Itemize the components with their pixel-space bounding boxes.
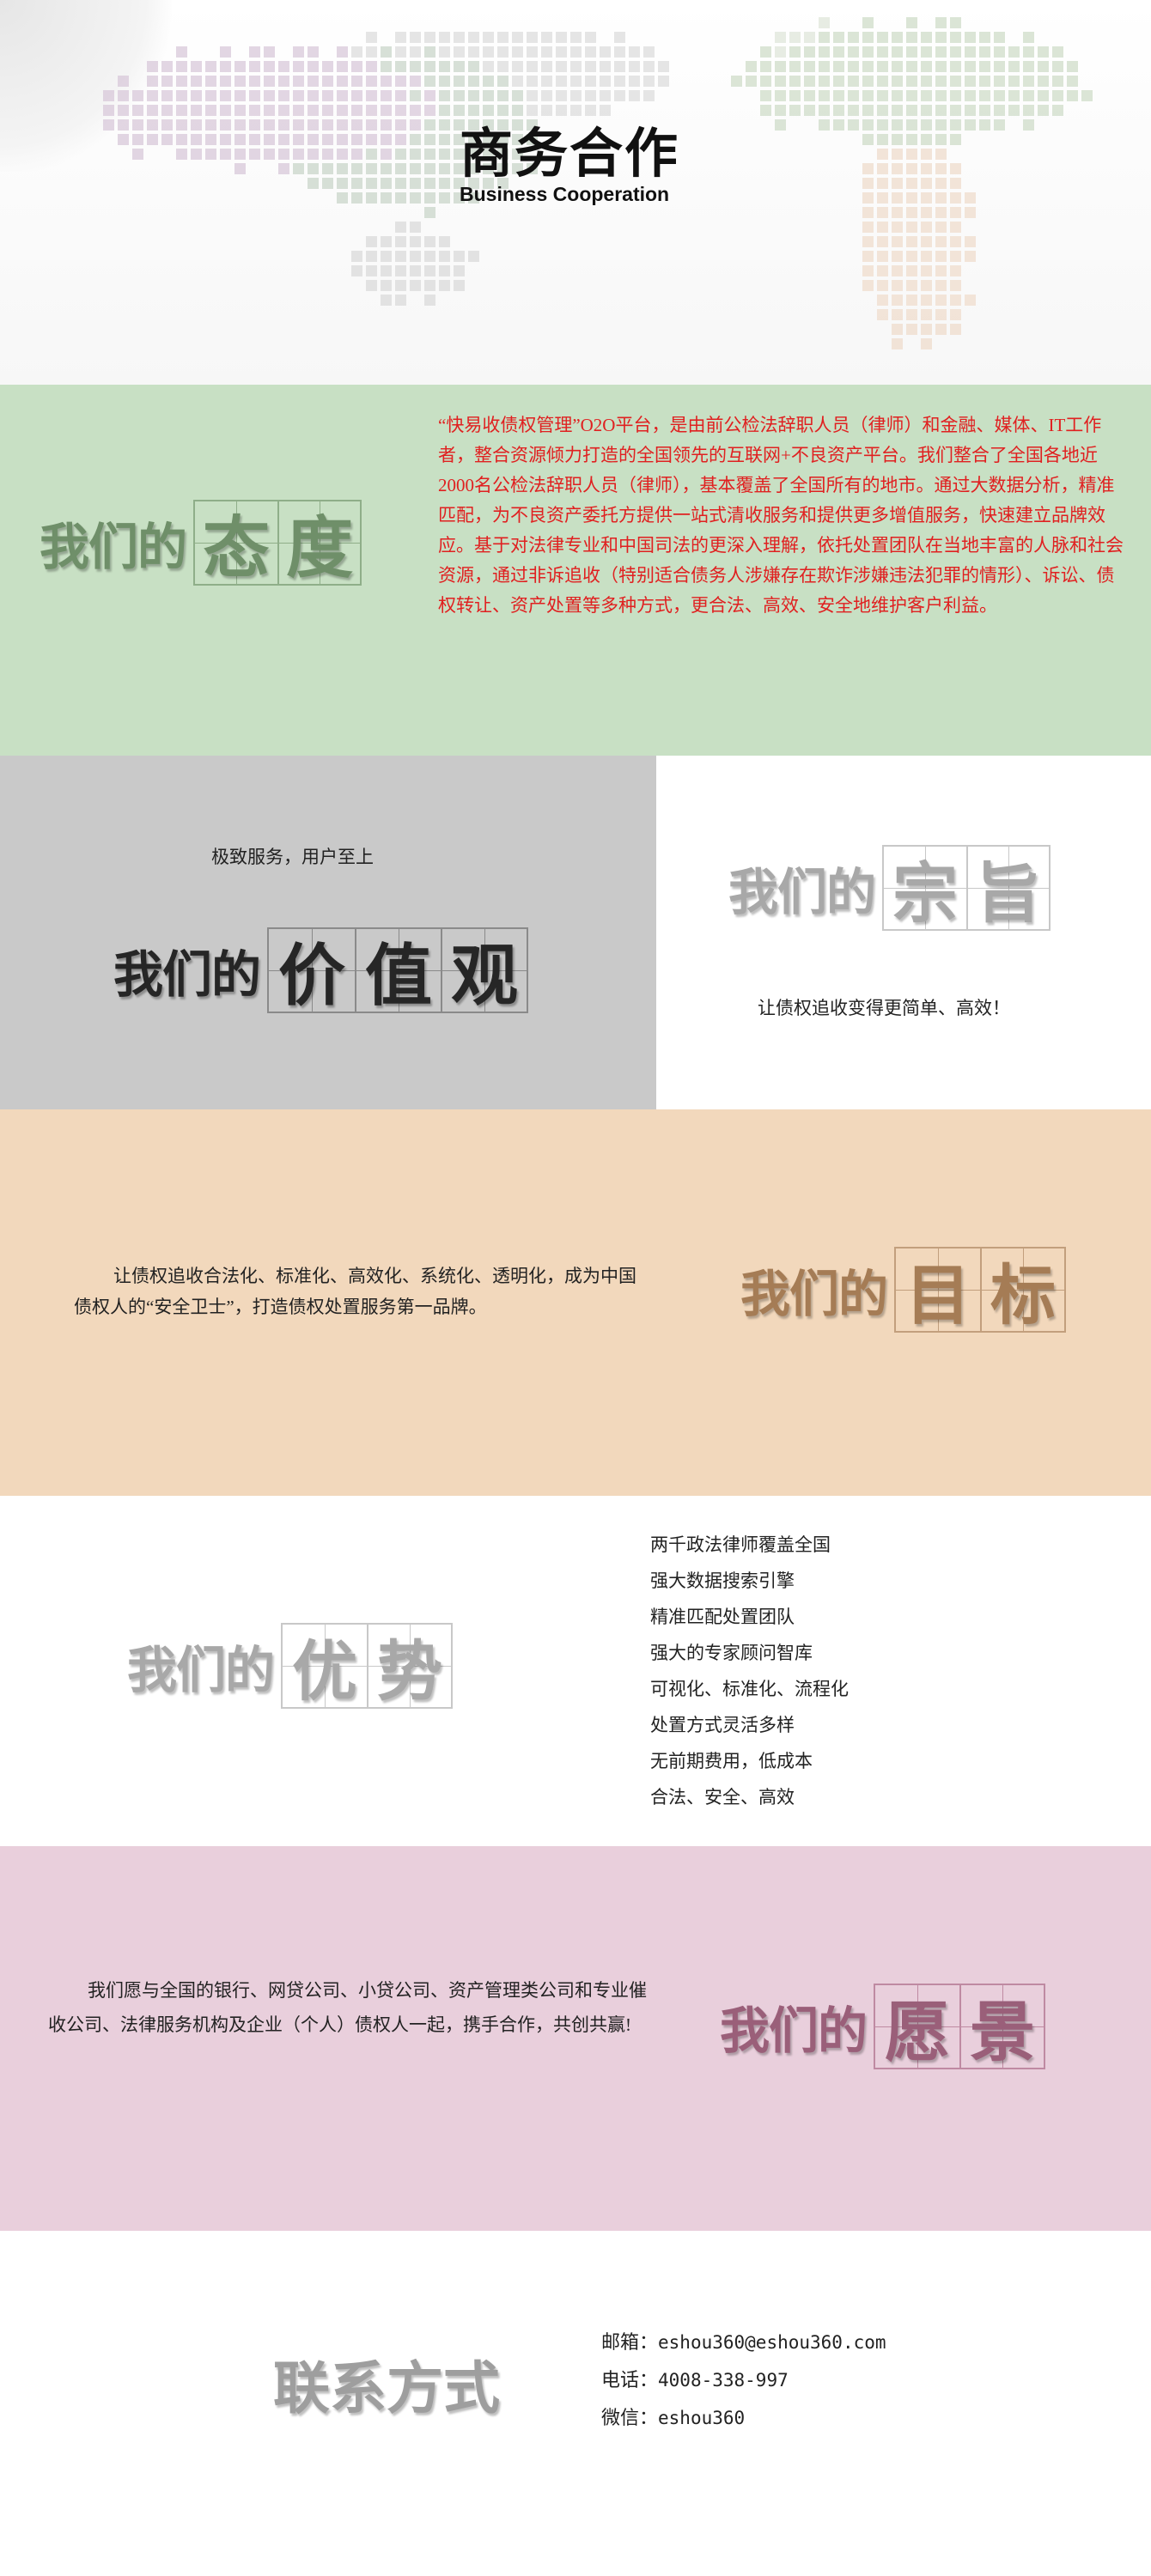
goal-heading: 我们的 目 标 (740, 1247, 1067, 1334)
list-item: 无前期费用，低成本 (650, 1751, 813, 1771)
advantage-list: 两千政法律师覆盖全国 强大数据搜索引擎 精准匹配处置团队 强大的专家顾问智库 可… (650, 1527, 849, 1815)
contact-title: 联系方式 (273, 2354, 500, 2421)
vision-description: 我们愿与全国的银行、网贷公司、小贷公司、资产管理类公司和专业催收公司、法律服务机… (48, 1980, 647, 2035)
heading-char-cell: 度 (277, 501, 361, 587)
heading-word-box: 目 标 (894, 1247, 1067, 1334)
heading-word-box: 价 值 观 (267, 927, 529, 1015)
attitude-heading: 我们的 态 度 (40, 500, 362, 587)
purpose-heading: 我们的 宗 旨 (728, 845, 1051, 932)
contact-section: 联系方式 邮箱：eshou360@eshou360.com 电话：4008-33… (0, 2231, 1151, 2576)
list-item: 强大的专家顾问智库 (650, 1643, 813, 1663)
advantage-heading: 我们的 优 势 (127, 1623, 454, 1710)
page-title: 商务合作 (460, 122, 680, 185)
heading-char-cell: 态 (195, 501, 278, 587)
heading-prefix: 我们的 (720, 2002, 868, 2060)
heading-prefix: 我们的 (740, 1265, 888, 1323)
heading-char-cell: 优 (283, 1625, 368, 1710)
heading-word-box: 宗 旨 (882, 845, 1051, 932)
email-link[interactable]: eshou360@eshou360.com (658, 2332, 886, 2353)
attitude-description: “快易收债权管理”O2O平台，是由前公检法辞职人员（律师）和金融、媒体、IT工作… (438, 415, 1124, 616)
heading-word-box: 优 势 (281, 1623, 454, 1710)
page-subtitle: Business Cooperation (460, 183, 670, 205)
vision-heading: 我们的 愿 景 (720, 1984, 1046, 2070)
contact-phone: 电话：4008-338-997 (601, 2361, 886, 2399)
list-item: 强大数据搜索引擎 (650, 1571, 795, 1591)
phone-label: 电话： (601, 2369, 659, 2391)
contact-email: 邮箱：eshou360@eshou360.com (601, 2324, 886, 2361)
phone-value: 4008-338-997 (658, 2370, 789, 2391)
heading-word-box: 愿 景 (874, 1984, 1046, 2070)
heading-char-cell: 宗 (884, 847, 967, 932)
goal-section: 让债权追收合法化、标准化、高效化、系统化、透明化，成为中国债权人的“安全卫士”，… (0, 1109, 1151, 1496)
heading-prefix: 我们的 (40, 518, 187, 576)
list-item: 可视化、标准化、流程化 (650, 1679, 849, 1699)
heading-char-cell: 观 (441, 929, 527, 1015)
heading-char-cell: 标 (980, 1249, 1065, 1334)
list-item: 两千政法律师覆盖全国 (650, 1534, 831, 1555)
values-section: 极致服务，用户至上 我们的 价 值 观 (0, 756, 656, 1109)
hero-banner: 商务合作 Business Cooperation (0, 0, 1151, 385)
heading-char-cell: 势 (367, 1625, 452, 1710)
heading-char-cell: 价 (269, 929, 356, 1015)
purpose-section: 我们的 宗 旨 让债权追收变得更简单、高效！ (656, 756, 1151, 1109)
vision-section: 我们愿与全国的银行、网贷公司、小贷公司、资产管理类公司和专业催收公司、法律服务机… (0, 1846, 1151, 2231)
list-item: 处置方式灵活多样 (650, 1715, 795, 1735)
heading-char-cell: 景 (959, 1985, 1044, 2070)
heading-char-cell: 愿 (875, 1985, 960, 2070)
email-label: 邮箱： (601, 2331, 659, 2353)
goal-description: 让债权追收合法化、标准化、高效化、系统化、透明化，成为中国债权人的“安全卫士”，… (74, 1266, 636, 1317)
heading-prefix: 我们的 (728, 863, 876, 921)
heading-char-cell: 值 (355, 929, 442, 1015)
world-map-graphic (103, 17, 1093, 349)
purpose-statement: 让债权追收变得更简单、高效！ (758, 998, 1010, 1018)
heading-char-cell: 旨 (966, 847, 1050, 932)
heading-char-cell: 目 (896, 1249, 981, 1334)
wechat-value: eshou360 (658, 2408, 746, 2428)
list-item: 精准匹配处置团队 (650, 1607, 795, 1627)
contact-wechat: 微信：eshou360 (601, 2399, 886, 2437)
heading-word-box: 态 度 (193, 500, 362, 587)
attitude-section: 我们的 态 度 “快易收债权管理”O2O平台，是由前公检法辞职人员（律师）和金融… (0, 385, 1151, 756)
list-item: 合法、安全、高效 (650, 1787, 795, 1807)
values-tagline: 极致服务，用户至上 (211, 847, 374, 867)
wechat-label: 微信： (601, 2407, 659, 2428)
heading-prefix: 我们的 (127, 1641, 275, 1699)
advantage-section: 我们的 优 势 两千政法律师覆盖全国 强大数据搜索引擎 精准匹配处置团队 强大的… (0, 1496, 1151, 1846)
values-heading: 我们的 价 值 观 (113, 927, 529, 1015)
heading-prefix: 我们的 (113, 945, 261, 1004)
contact-list: 邮箱：eshou360@eshou360.com 电话：4008-338-997… (601, 2324, 886, 2437)
